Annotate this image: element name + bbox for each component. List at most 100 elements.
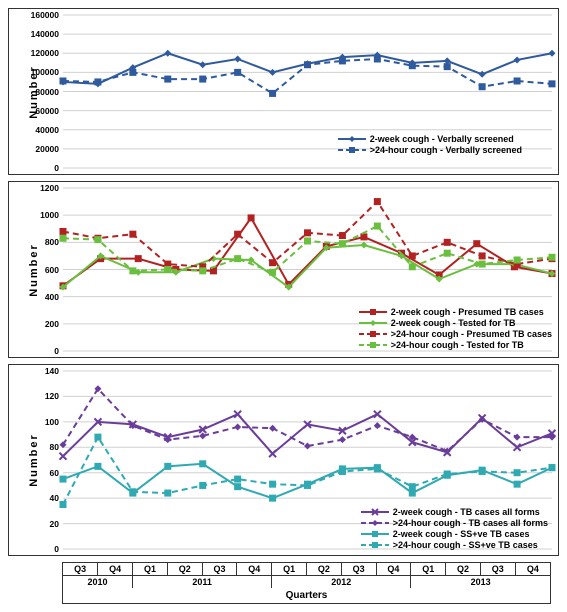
y-tick: 60: [50, 468, 59, 478]
x-quarter: Q3: [480, 563, 515, 576]
marker-diamond: [349, 136, 355, 142]
marker-square: [473, 240, 480, 247]
panel-tb-cases: 020406080100120140Number2-week cough - T…: [8, 364, 559, 556]
marker-square: [339, 468, 346, 475]
series-line: [63, 389, 552, 451]
legend-label: 2-week cough - Verbally screened: [370, 134, 514, 144]
y-tick: 600: [45, 265, 59, 275]
x-quarter: Q2: [446, 563, 481, 576]
marker-square: [234, 231, 241, 238]
marker-diamond: [479, 71, 486, 78]
legend-label: >24-hour cough - SS+ve TB cases: [393, 540, 538, 550]
legend-marker: [338, 134, 366, 144]
marker-square: [409, 483, 416, 490]
marker-diamond: [199, 432, 206, 439]
y-tick: 400: [45, 292, 59, 302]
marker-square: [164, 76, 171, 83]
marker-diamond: [304, 443, 311, 450]
y-tick: 0: [54, 346, 59, 356]
legend-label: >24-hour cough - TB cases all forms: [393, 518, 548, 528]
legend-marker: [361, 518, 389, 528]
marker-square: [549, 254, 556, 261]
marker-square: [234, 476, 241, 483]
x-axis-title: Quarters: [63, 588, 550, 603]
marker-diamond: [199, 61, 206, 68]
y-axis-label: Number: [28, 433, 40, 487]
marker-square: [374, 198, 381, 205]
marker-square: [129, 488, 136, 495]
marker-square: [129, 69, 136, 76]
x-quarter: Q4: [237, 563, 272, 576]
marker-square: [164, 490, 171, 497]
marker-square: [479, 83, 486, 90]
legend: 2-week cough - Verbally screened>24-hour…: [338, 134, 522, 156]
marker-square: [129, 231, 136, 238]
marker-square: [304, 482, 311, 489]
marker-square: [514, 256, 521, 263]
marker-square: [269, 495, 276, 502]
marker-square: [444, 63, 451, 70]
marker-square: [549, 80, 556, 87]
marker-square: [360, 233, 367, 240]
legend-marker: [359, 329, 387, 339]
y-tick: 120: [45, 391, 59, 401]
y-tick: 800: [45, 237, 59, 247]
legend-marker: [361, 507, 389, 517]
marker-square: [374, 55, 381, 62]
marker-square: [269, 481, 276, 488]
y-tick: 20000: [35, 144, 59, 154]
marker-square: [234, 483, 241, 490]
x-year: 2010: [63, 576, 133, 589]
marker-square: [372, 542, 378, 548]
marker-square: [304, 229, 311, 236]
marker-square: [549, 464, 556, 471]
x-quarter: Q4: [376, 563, 411, 576]
marker-square: [164, 463, 171, 470]
marker-square: [164, 266, 171, 273]
marker-square: [234, 69, 241, 76]
marker-diamond: [269, 69, 276, 76]
legend-label: 2-week cough - SS+ve TB cases: [393, 529, 530, 539]
marker-square: [135, 255, 142, 262]
marker-square: [199, 460, 206, 467]
x-year: 2011: [133, 576, 272, 589]
x-quarter: Q3: [341, 563, 376, 576]
marker-square: [199, 76, 206, 83]
marker-square: [409, 252, 416, 259]
legend-item: 2-week cough - SS+ve TB cases: [361, 529, 548, 539]
marker-diamond: [269, 425, 276, 432]
marker-square: [349, 147, 355, 153]
marker-square: [199, 267, 206, 274]
marker-square: [409, 263, 416, 270]
legend-marker: [359, 340, 387, 350]
legend-marker: [361, 529, 389, 539]
y-tick: 0: [54, 163, 59, 173]
marker-square: [269, 259, 276, 266]
marker-square: [304, 61, 311, 68]
marker-diamond: [372, 520, 378, 526]
x-quarter: Q3: [63, 563, 98, 576]
y-tick: 40000: [35, 125, 59, 135]
y-tick: 0: [54, 544, 59, 554]
y-tick: 1200: [40, 183, 59, 193]
y-tick: 140: [45, 366, 59, 376]
y-axis-label: Number: [28, 65, 40, 119]
legend-marker: [359, 318, 387, 328]
marker-diamond: [374, 422, 381, 429]
y-tick: 1000: [40, 210, 59, 220]
marker-square: [479, 252, 486, 259]
legend-marker: [361, 540, 389, 550]
legend-item: >24-hour cough - Presumed TB cases: [359, 329, 552, 339]
marker-square: [479, 468, 486, 475]
marker-square: [199, 482, 206, 489]
marker-square: [269, 90, 276, 97]
marker-square: [372, 531, 378, 537]
legend-item: >24-hour cough - TB cases all forms: [361, 518, 548, 528]
legend-label: 2-week cough - TB cases all forms: [393, 507, 540, 517]
y-tick: 160000: [31, 10, 59, 20]
legend-marker: [338, 145, 366, 155]
marker-square: [248, 214, 255, 221]
legend: 2-week cough - TB cases all forms>24-hou…: [361, 507, 548, 551]
x-quarter: Q1: [411, 563, 446, 576]
marker-diamond: [514, 56, 521, 63]
